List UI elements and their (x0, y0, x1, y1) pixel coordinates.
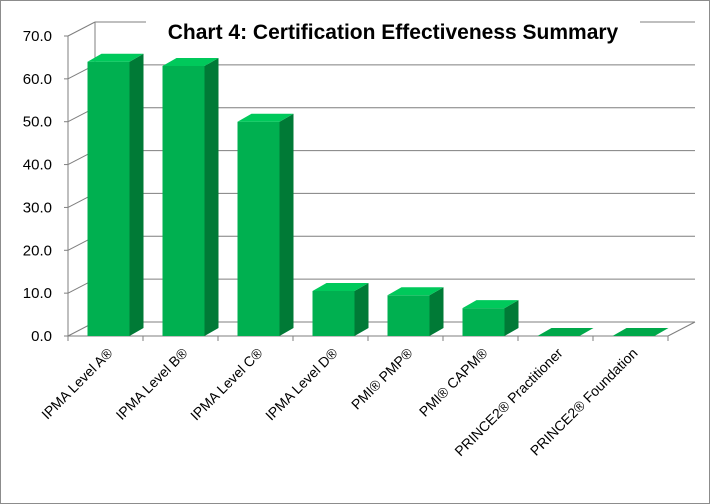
gridline-depth (67, 21, 96, 37)
bar-side (129, 53, 144, 336)
bar (162, 58, 219, 336)
bar-top (537, 328, 594, 336)
bar (462, 300, 519, 336)
y-tick-label: 40.0 (23, 157, 52, 174)
y-tick-label: 70.0 (23, 28, 52, 45)
bar-side (504, 300, 519, 336)
y-tick-label: 10.0 (23, 285, 52, 302)
bar-side (354, 283, 369, 336)
x-tick-label: IPMA Level C® (187, 344, 266, 423)
y-tick-label: 50.0 (23, 114, 52, 131)
chart-title: Chart 4: Certification Effectiveness Sum… (168, 21, 619, 44)
bar-top (462, 300, 519, 309)
y-tick-label: 30.0 (23, 199, 52, 216)
y-tick-label: 60.0 (23, 71, 52, 88)
bar (312, 283, 369, 336)
floor-right-edge (667, 321, 696, 337)
bar-front (462, 308, 505, 336)
bar-side (429, 287, 444, 336)
bar-side (204, 58, 219, 336)
x-tick-label: IPMA Level D® (262, 344, 341, 423)
bar-top (312, 283, 369, 291)
bar-top (87, 53, 144, 62)
x-tick-label: PMI® CAPM® (416, 344, 491, 419)
bar-side (279, 113, 294, 336)
bar (87, 53, 144, 336)
bar-front (162, 66, 205, 336)
x-tick-label: IPMA Level A® (38, 344, 116, 422)
bar-front (312, 291, 355, 336)
y-tick-label: 20.0 (23, 242, 52, 259)
bar (612, 328, 669, 336)
chart-walls (67, 22, 696, 337)
bar-front (387, 295, 430, 336)
bar-top (237, 113, 294, 122)
title-background (146, 16, 640, 46)
bar-front (237, 121, 280, 336)
x-tick-labels: IPMA Level A®IPMA Level B®IPMA Level C®I… (38, 336, 669, 459)
bar (387, 287, 444, 336)
y-tick-labels: 0.0 10.0 20.0 30.0 40.0 50.0 60.0 70.0 (23, 28, 68, 345)
bar-top (612, 328, 669, 336)
bar (237, 113, 294, 336)
gridlines (67, 21, 695, 337)
y-tick-label: 0.0 (31, 328, 52, 345)
x-tick-label: PMI® PMP® (348, 344, 416, 412)
bar-top (162, 58, 219, 66)
bar-top (387, 287, 444, 296)
bar-front (87, 61, 130, 336)
x-tick-label: IPMA Level B® (113, 344, 192, 423)
bars (87, 53, 669, 336)
bar (537, 328, 594, 336)
